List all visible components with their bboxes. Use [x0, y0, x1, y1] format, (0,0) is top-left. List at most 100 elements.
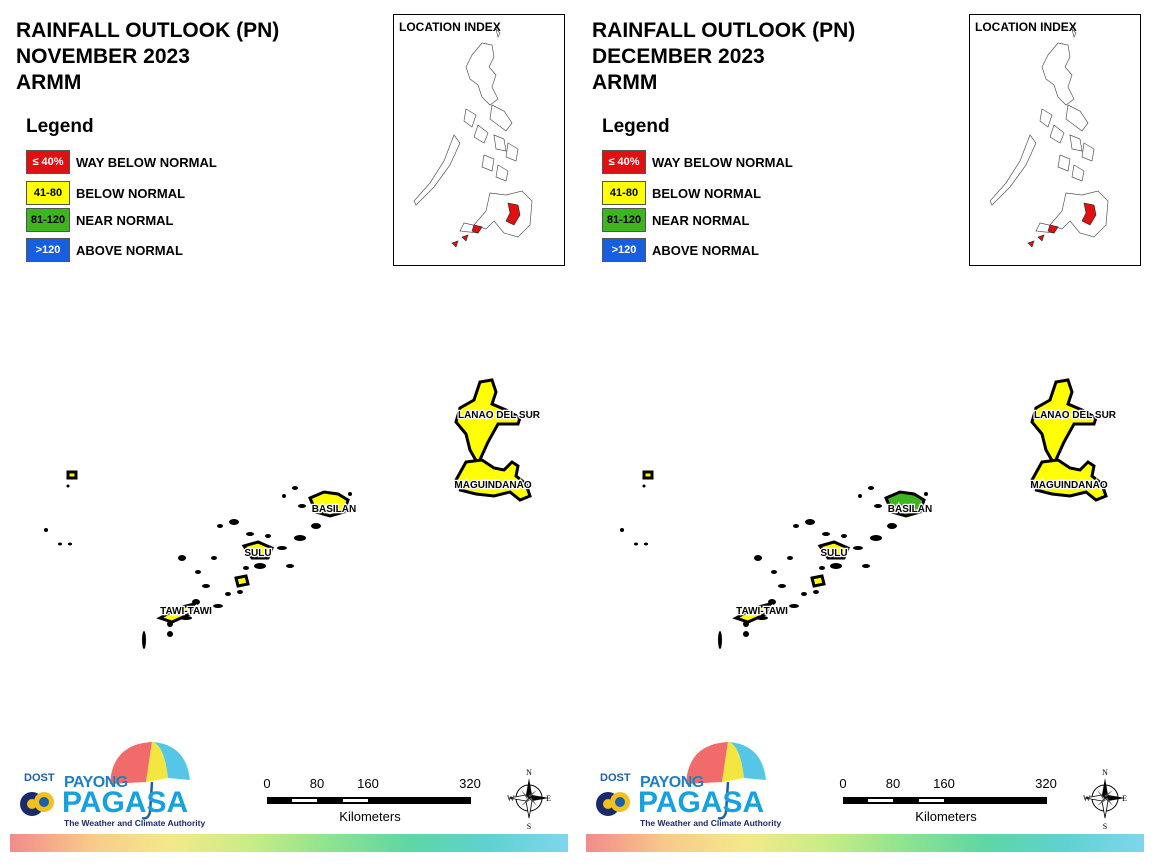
armm-province-map: LANAO DEL SUR MAGUINDANAO BASILAN SULU T…	[620, 378, 1118, 649]
dost-label: DOST	[600, 772, 631, 784]
armm-province-map: LANAO DEL SUR MAGUINDANAO BASILAN SULU T…	[44, 378, 542, 649]
maguindanao-province	[1030, 458, 1108, 502]
scale-tick-0: 0	[839, 776, 847, 791]
scale-unit-label: Kilometers	[339, 809, 401, 824]
legend-item-below-normal: 41-80 BELOW NORMAL	[26, 181, 286, 207]
scale-tick-160: 160	[357, 776, 379, 791]
footer-color-gradient-bar	[586, 834, 1144, 852]
title-line-1: RAINFALL OUTLOOK (PN)	[16, 19, 280, 42]
label-maguindanao: MAGUINDANAO	[454, 480, 531, 491]
legend-title: Legend	[602, 116, 670, 137]
label-lanao-del-sur: LANAO DEL SUR	[458, 410, 541, 421]
legend-swatch: 41-80	[26, 181, 70, 205]
umbrella-icon	[596, 742, 766, 820]
title-line-2: DECEMBER 2023	[592, 45, 765, 68]
title-line-1: RAINFALL OUTLOOK (PN)	[592, 19, 856, 42]
legend-label: ABOVE NORMAL	[76, 243, 183, 258]
scale-tick-320: 320	[459, 776, 481, 791]
svg-text:N: N	[526, 768, 532, 777]
pagasa-logo: DOST PAYONG PAGASA The Weather and Clima…	[18, 740, 205, 832]
scale-tick-80: 80	[309, 776, 325, 791]
location-index-map: LOCATION INDEX	[969, 14, 1141, 266]
scale-tick-160: 160	[933, 776, 955, 791]
payong-label: PAYONG	[640, 774, 704, 791]
label-sulu: SULU	[820, 548, 847, 559]
label-basilan: BASILAN	[312, 504, 356, 515]
north-arrow-compass-icon: N S E W	[1083, 768, 1127, 830]
dost-label: DOST	[24, 772, 55, 784]
legend-swatch: 81-120	[26, 208, 70, 232]
svg-text:W: W	[1083, 794, 1091, 803]
legend-item-near-normal: 81-120 NEAR NORMAL	[602, 208, 862, 234]
legend-item-near-normal: 81-120 NEAR NORMAL	[26, 208, 286, 234]
sulu-island	[241, 540, 274, 560]
sulu-island	[817, 540, 850, 560]
pagasa-wordmark: PAGASA	[638, 786, 765, 819]
legend-item-above-normal: >120 ABOVE NORMAL	[26, 238, 286, 264]
title-line-2: NOVEMBER 2023	[16, 45, 190, 68]
payong-label: PAYONG	[64, 774, 128, 791]
legend-swatch: ≤ 40%	[602, 150, 646, 174]
legend-swatch: >120	[26, 238, 70, 262]
legend-swatch: ≤ 40%	[26, 150, 70, 174]
location-index-title: LOCATION INDEX	[975, 20, 1077, 34]
legend-item-way-below-normal: ≤ 40% WAY BELOW NORMAL	[602, 150, 862, 176]
legend-title: Legend	[26, 116, 94, 137]
title-line-3: ARMM	[592, 71, 658, 94]
basilan-province	[308, 490, 350, 518]
svg-text:S: S	[527, 822, 531, 830]
north-arrow-compass-icon: N S E W	[507, 768, 551, 830]
philippines-index-map	[989, 27, 1109, 248]
sulu-isle-2	[810, 574, 826, 588]
lanao-del-sur-province	[454, 378, 522, 468]
legend-label: ABOVE NORMAL	[652, 243, 759, 258]
location-index-title: LOCATION INDEX	[399, 20, 501, 34]
label-tawi-tawi: TAWI-TAWI	[160, 606, 212, 617]
map-title: RAINFALL OUTLOOK (PN) DECEMBER 2023 ARMM	[592, 18, 855, 96]
pagasa-tagline: The Weather and Climate Authority	[640, 818, 782, 828]
legend-label: WAY BELOW NORMAL	[652, 155, 793, 170]
footer-color-gradient-bar	[10, 834, 568, 852]
maguindanao-province	[454, 458, 532, 502]
scale-bar: 0 80 160 320 Kilometers	[262, 776, 492, 828]
legend-label: BELOW NORMAL	[652, 186, 762, 201]
label-basilan: BASILAN	[888, 504, 932, 515]
scale-unit-label: Kilometers	[915, 809, 977, 824]
legend-item-way-below-normal: ≤ 40% WAY BELOW NORMAL	[26, 150, 286, 176]
title-line-3: ARMM	[16, 71, 82, 94]
svg-text:E: E	[546, 794, 551, 803]
sulu-isle-2	[234, 574, 250, 588]
basilan-province	[884, 490, 926, 518]
label-sulu: SULU	[244, 548, 271, 559]
pagasa-tagline: The Weather and Climate Authority	[64, 818, 206, 828]
scale-tick-80: 80	[885, 776, 901, 791]
legend-label: WAY BELOW NORMAL	[76, 155, 217, 170]
svg-text:S: S	[1103, 822, 1107, 830]
legend-swatch: 81-120	[602, 208, 646, 232]
scale-bar-graphic	[267, 797, 471, 804]
legend-label: NEAR NORMAL	[652, 213, 750, 228]
scale-bar: 0 80 160 320 Kilometers	[838, 776, 1068, 828]
location-index-map: LOCATION INDEX	[393, 14, 565, 266]
pagasa-logo: DOST PAYONG PAGASA The Weather and Clima…	[594, 740, 781, 832]
umbrella-icon	[20, 742, 190, 820]
map-title: RAINFALL OUTLOOK (PN) NOVEMBER 2023 ARMM	[16, 18, 279, 96]
svg-text:N: N	[1102, 768, 1108, 777]
legend-item-above-normal: >120 ABOVE NORMAL	[602, 238, 862, 264]
scale-bar-graphic	[843, 797, 1047, 804]
legend-item-below-normal: 41-80 BELOW NORMAL	[602, 181, 862, 207]
islet	[642, 470, 654, 480]
outlook-panel-november: RAINFALL OUTLOOK (PN) NOVEMBER 2023 ARMM…	[10, 14, 568, 852]
philippines-index-map	[413, 27, 533, 248]
legend-label: NEAR NORMAL	[76, 213, 174, 228]
islet	[66, 470, 78, 480]
legend-swatch: >120	[602, 238, 646, 262]
label-lanao-del-sur: LANAO DEL SUR	[1034, 410, 1117, 421]
svg-text:E: E	[1122, 794, 1127, 803]
svg-text:W: W	[507, 794, 515, 803]
label-maguindanao: MAGUINDANAO	[1030, 480, 1107, 491]
legend-label: BELOW NORMAL	[76, 186, 186, 201]
legend-swatch: 41-80	[602, 181, 646, 205]
label-tawi-tawi: TAWI-TAWI	[736, 606, 788, 617]
scale-tick-320: 320	[1035, 776, 1057, 791]
